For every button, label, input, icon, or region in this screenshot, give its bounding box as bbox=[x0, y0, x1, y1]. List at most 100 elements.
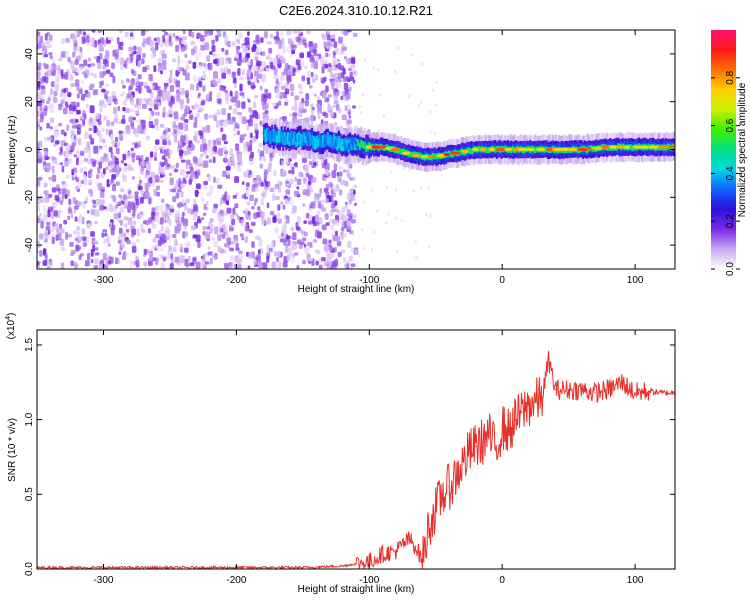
noise-speckle bbox=[174, 135, 178, 143]
noise-speckle bbox=[310, 71, 314, 78]
snr-data-point bbox=[481, 441, 483, 443]
noise-speckle bbox=[232, 108, 238, 115]
noise-speckle bbox=[341, 43, 345, 47]
noise-speckle bbox=[137, 104, 141, 111]
noise-speckle bbox=[80, 201, 84, 206]
noise-speckle bbox=[178, 87, 183, 92]
noise-speckle bbox=[283, 170, 287, 177]
noise-speckle bbox=[315, 221, 320, 226]
faint-speckle bbox=[378, 129, 381, 133]
noise-speckle bbox=[197, 241, 201, 249]
noise-speckle bbox=[281, 85, 286, 90]
noise-speckle bbox=[63, 87, 69, 93]
noise-speckle bbox=[104, 83, 110, 88]
noise-speckle bbox=[297, 30, 302, 35]
noise-speckle bbox=[333, 41, 338, 48]
noise-speckle bbox=[166, 134, 171, 142]
noise-speckle bbox=[58, 123, 63, 127]
noise-speckle bbox=[49, 261, 53, 269]
noise-speckle bbox=[55, 76, 60, 83]
noise-speckle bbox=[258, 142, 263, 148]
noise-speckle bbox=[120, 188, 125, 193]
noise-speckle bbox=[238, 250, 243, 255]
noise-speckle bbox=[100, 186, 105, 190]
noise-speckle bbox=[60, 69, 64, 77]
noise-speckle bbox=[207, 246, 211, 250]
noise-speckle bbox=[338, 36, 343, 44]
noise-speckle bbox=[288, 169, 292, 174]
noise-speckle bbox=[37, 179, 41, 187]
noise-speckle bbox=[209, 257, 213, 265]
noise-speckle bbox=[160, 70, 163, 75]
noise-speckle bbox=[254, 122, 259, 130]
noise-speckle bbox=[235, 143, 240, 151]
noise-speckle bbox=[241, 236, 244, 241]
noise-speckle bbox=[155, 257, 159, 265]
noise-speckle bbox=[135, 198, 139, 206]
carrier-band bbox=[337, 139, 341, 147]
noise-speckle bbox=[48, 70, 52, 77]
noise-speckle bbox=[164, 112, 169, 118]
noise-speckle bbox=[135, 239, 141, 243]
noise-speckle bbox=[275, 94, 280, 99]
faint-speckle bbox=[390, 170, 393, 174]
noise-speckle bbox=[42, 62, 47, 67]
noise-speckle bbox=[285, 235, 291, 240]
faint-speckle bbox=[411, 53, 414, 57]
snr-data-point bbox=[448, 486, 450, 488]
noise-speckle bbox=[298, 171, 304, 177]
noise-speckle bbox=[148, 89, 152, 94]
noise-speckle bbox=[82, 204, 86, 209]
noise-speckle bbox=[218, 98, 222, 105]
noise-speckle bbox=[236, 48, 240, 55]
noise-speckle bbox=[40, 89, 45, 95]
noise-speckle bbox=[153, 244, 159, 249]
noise-speckle bbox=[39, 105, 43, 112]
noise-speckle bbox=[130, 30, 134, 34]
noise-speckle bbox=[127, 201, 132, 209]
noise-speckle bbox=[53, 91, 58, 97]
noise-speckle bbox=[131, 228, 137, 236]
noise-speckle bbox=[337, 72, 342, 80]
noise-speckle bbox=[182, 30, 186, 35]
noise-speckle bbox=[269, 33, 274, 39]
noise-speckle bbox=[124, 237, 129, 241]
noise-speckle bbox=[260, 181, 264, 187]
noise-speckle bbox=[149, 250, 153, 259]
noise-speckle bbox=[288, 113, 293, 117]
carrier-band bbox=[291, 138, 294, 146]
noise-speckle bbox=[256, 60, 262, 67]
noise-speckle bbox=[149, 100, 155, 107]
faint-speckle bbox=[377, 68, 380, 72]
noise-speckle bbox=[169, 85, 175, 92]
noise-speckle bbox=[51, 165, 55, 171]
noise-speckle bbox=[329, 246, 334, 252]
noise-speckle bbox=[292, 205, 297, 214]
noise-speckle bbox=[279, 92, 285, 99]
noise-speckle bbox=[94, 211, 98, 216]
noise-speckle bbox=[222, 170, 227, 178]
carrier-band bbox=[471, 147, 475, 154]
faint-speckle bbox=[394, 70, 397, 74]
noise-speckle bbox=[165, 226, 170, 233]
noise-speckle bbox=[349, 76, 355, 82]
noise-speckle bbox=[180, 159, 186, 163]
noise-speckle bbox=[98, 134, 103, 143]
noise-speckle bbox=[68, 206, 72, 213]
noise-speckle bbox=[284, 246, 289, 254]
noise-speckle bbox=[257, 69, 263, 73]
noise-speckle bbox=[211, 52, 216, 57]
noise-speckle bbox=[148, 257, 154, 262]
noise-speckle bbox=[335, 230, 338, 236]
noise-speckle bbox=[188, 162, 193, 170]
noise-speckle bbox=[217, 211, 221, 216]
noise-speckle bbox=[112, 49, 117, 57]
noise-speckle bbox=[166, 96, 171, 102]
snr-data-point bbox=[647, 390, 650, 392]
noise-speckle bbox=[83, 147, 89, 154]
noise-speckle bbox=[69, 74, 74, 81]
noise-speckle bbox=[351, 69, 355, 73]
noise-speckle bbox=[78, 214, 83, 219]
noise-speckle bbox=[261, 74, 266, 83]
